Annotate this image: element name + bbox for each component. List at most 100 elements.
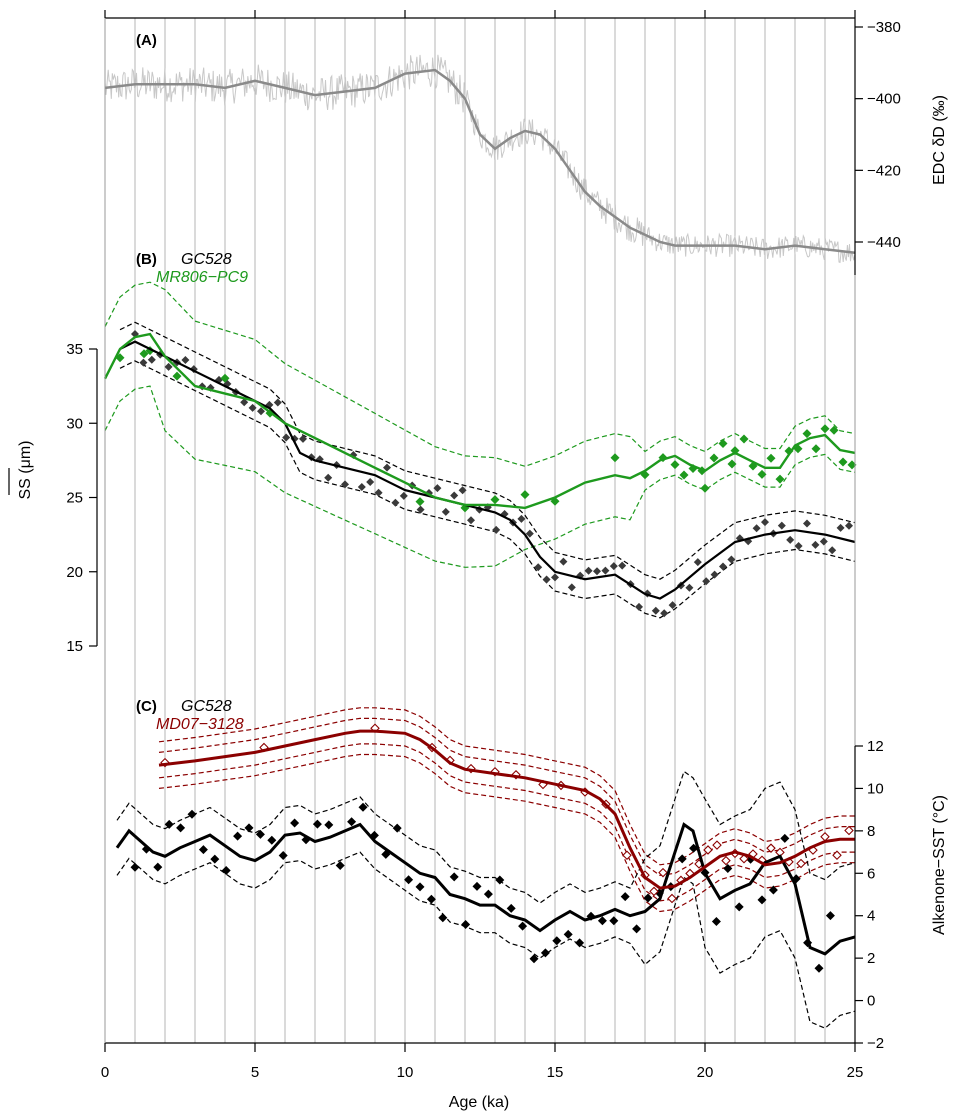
gc528-point-b: [282, 433, 291, 442]
md07-point: [766, 843, 776, 853]
mr806-point: [679, 470, 689, 480]
gc528-point-b: [819, 537, 828, 546]
gc528-point-c: [153, 862, 163, 872]
mr806-point: [838, 457, 848, 467]
gc528-point-b: [828, 546, 837, 555]
mr806-point: [811, 444, 821, 454]
gc528-point-c: [620, 892, 630, 902]
gc528-point-c: [506, 903, 516, 913]
md07-point: [490, 767, 500, 777]
gc528-point-c: [130, 862, 140, 872]
gc528-point-c: [415, 882, 425, 892]
panel-c-y-tick-label: 12: [867, 738, 884, 755]
md07-point: [649, 886, 659, 897]
gc528-point-c: [483, 889, 493, 899]
gc528-point-b: [366, 477, 375, 486]
gc528-point-c: [677, 854, 687, 864]
gc528-point-b: [341, 480, 349, 489]
gc528-point-c: [575, 938, 585, 948]
md07-lower-ci-0: [158, 743, 855, 902]
md07-point: [622, 850, 632, 861]
gc528-point-b: [257, 407, 265, 416]
gc528-point-b: [651, 606, 660, 615]
gc528-point-b: [609, 562, 618, 571]
gc528-point-b: [727, 555, 736, 564]
gc528-point-b: [786, 535, 795, 544]
mr806-point: [739, 434, 749, 444]
gc528-line-b: [119, 340, 856, 600]
md07-upper-ci-1: [158, 707, 855, 866]
gc528-point-c: [392, 823, 402, 833]
x-tick-label: 0: [101, 1064, 109, 1081]
gc528-point-c: [187, 809, 197, 819]
y-axis-title-a: EDC δD (‰): [931, 95, 948, 185]
gc528-upper-ci-c: [116, 770, 856, 904]
gc528-point-b: [399, 491, 408, 500]
gc528-point-b: [836, 523, 845, 532]
mr806-point: [520, 490, 530, 500]
gc528-point-c: [255, 829, 265, 839]
gc528-point-c: [244, 823, 254, 833]
gc528-point-c: [597, 916, 607, 926]
gc528-upper-ci-b: [119, 321, 856, 580]
mr806-point: [829, 425, 839, 435]
y-axis-title-c: Alkenone−SST (°C): [931, 795, 948, 935]
panel-b-y-tick-label: 20: [66, 564, 83, 581]
gc528-point-b: [450, 491, 459, 500]
edc-raw-line: [104, 54, 856, 264]
gc528-point-b: [584, 566, 593, 575]
gc528-point-c: [210, 854, 220, 864]
mr806-point: [490, 495, 500, 505]
gc528-point-b: [433, 484, 442, 493]
panel-b-legend-gc528: GC528: [181, 251, 232, 268]
mr806-point: [610, 453, 620, 463]
gc528-point-c: [404, 875, 414, 885]
gc528-point-b: [567, 583, 576, 592]
mr806-point: [802, 429, 812, 439]
x-axis-title: Age (ka): [449, 1094, 509, 1111]
md07-point: [844, 825, 854, 836]
gc528-point-c: [768, 885, 778, 895]
gc528-point-b: [702, 577, 711, 586]
mr806-point: [670, 460, 680, 470]
gc528-point-c: [324, 820, 334, 830]
gc528-point-b: [299, 434, 307, 443]
panel-a-y-tick-label: −380: [867, 19, 901, 36]
gc528-point-b: [374, 488, 383, 497]
gc528-point-c: [461, 920, 471, 930]
gc528-point-c: [825, 911, 835, 921]
gc528-point-b: [458, 486, 467, 495]
panel-a-y-tick-label: −420: [867, 162, 901, 179]
gc528-point-b: [517, 514, 526, 523]
gc528-point-b: [240, 398, 249, 407]
axes: 0 5 10 15 20 25 −380 −400 −420 −440 15 20 25 30 35 −2 0 2…: [66, 10, 901, 1081]
mr806-point: [709, 453, 719, 463]
gc528-point-b: [324, 473, 333, 482]
gc528-point-b: [248, 403, 257, 412]
gc528-point-c: [347, 817, 357, 827]
gc528-point-b: [719, 562, 727, 571]
y-axis-title-b-group: SS (μm): [8, 441, 34, 500]
mr806-point: [718, 439, 728, 449]
gc528-point-c: [233, 831, 243, 841]
mr806-point: [784, 446, 794, 456]
panel-c-y-tick-label: 6: [867, 865, 875, 882]
gc528-point-c: [723, 863, 733, 873]
gc528-line-c: [115, 822, 856, 956]
panel-a-y-tick-label: −400: [867, 91, 901, 108]
mr806-point: [172, 371, 182, 381]
gc528-point-c: [221, 865, 231, 875]
mr806-point: [766, 453, 776, 463]
gc528-point-c: [814, 963, 824, 973]
gc528-point-b: [668, 601, 677, 610]
gc528-point-b: [391, 498, 400, 507]
gc528-point-b: [685, 583, 694, 592]
mr806-upper-ci: [104, 281, 856, 467]
gc528-point-c: [563, 929, 573, 939]
gc528-point-c: [176, 823, 186, 833]
md07-upper-ci-0: [158, 717, 855, 877]
gc528-point-b: [181, 356, 190, 365]
panel-b-y-tick-label: 35: [66, 341, 83, 358]
gc528-point-b: [416, 505, 425, 514]
x-tick-label: 25: [847, 1064, 864, 1081]
